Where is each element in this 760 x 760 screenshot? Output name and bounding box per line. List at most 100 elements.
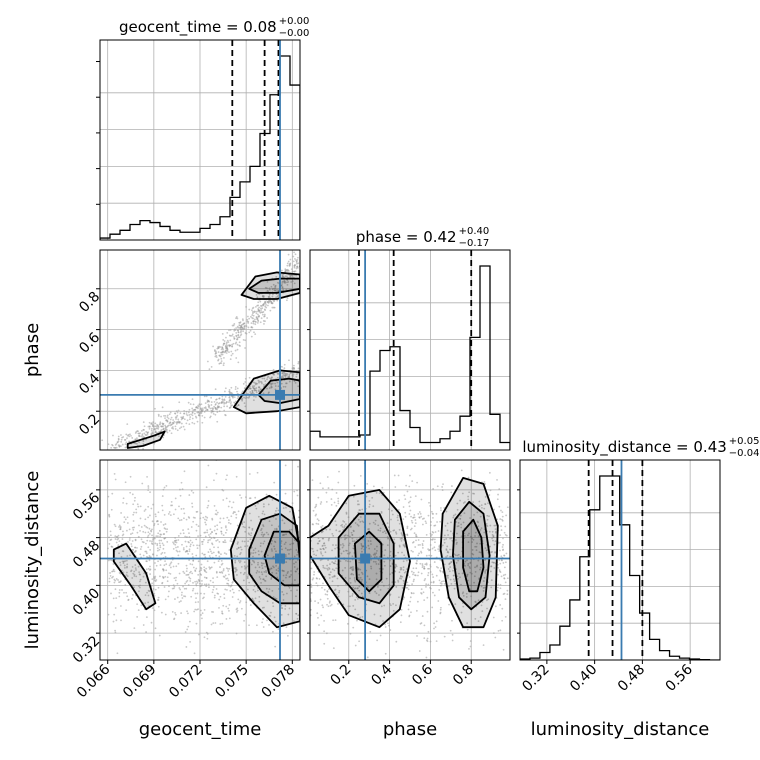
title-main: luminosity_distance = 0.43 (522, 438, 726, 457)
sample-point (213, 405, 216, 408)
sample-point (198, 633, 200, 636)
sample-point (314, 600, 316, 603)
sample-point (405, 568, 408, 571)
sample-point (201, 414, 204, 417)
sample-point (356, 538, 358, 541)
sample-point (304, 269, 306, 271)
sample-point (164, 555, 167, 558)
sample-point (144, 508, 147, 511)
sample-point (258, 576, 261, 578)
sample-point (144, 602, 147, 605)
sample-point (242, 338, 245, 341)
sample-point (167, 572, 170, 575)
sample-point (415, 533, 417, 536)
sample-point (201, 540, 204, 543)
sample-point (404, 498, 407, 501)
sample-point (223, 362, 225, 365)
sample-point (123, 564, 126, 567)
sample-point (213, 561, 216, 564)
sample-point (457, 577, 459, 580)
sample-point (295, 570, 297, 573)
sample-point (276, 299, 279, 302)
sample-point (378, 492, 381, 495)
sample-point (469, 640, 472, 642)
sample-point (252, 549, 255, 552)
sample-point (290, 528, 293, 531)
sample-point (192, 587, 195, 590)
sample-point (398, 545, 401, 548)
sample-point (357, 524, 360, 527)
sample-point (265, 575, 268, 578)
sample-point (274, 388, 277, 391)
sample-point (200, 403, 203, 406)
sample-point (253, 331, 255, 334)
sample-point (123, 521, 126, 524)
sample-point (282, 534, 284, 537)
sample-point (469, 588, 472, 591)
sample-point (229, 585, 232, 588)
sample-point (164, 523, 167, 525)
sample-point (165, 563, 168, 566)
sample-point (361, 545, 364, 548)
sample-point (200, 614, 202, 616)
sample-point (414, 546, 417, 548)
sample-point (352, 626, 355, 629)
sample-point (433, 594, 436, 597)
sample-point (459, 517, 462, 520)
sample-point (237, 329, 240, 332)
sample-point (409, 474, 411, 477)
sample-point (225, 553, 228, 555)
sample-point (468, 491, 471, 494)
sample-point (347, 516, 350, 519)
sample-point (261, 606, 264, 609)
sample-point (219, 521, 221, 524)
sample-point (166, 416, 169, 419)
sample-point (234, 561, 237, 564)
sample-point (398, 522, 401, 525)
sample-point (368, 500, 371, 502)
truth-marker (275, 553, 285, 564)
sample-point (123, 591, 125, 594)
sample-point (357, 500, 359, 502)
sample-point (142, 443, 145, 445)
sample-point (243, 540, 246, 543)
sample-point (443, 541, 446, 544)
sample-point (323, 630, 326, 633)
sample-point (423, 637, 426, 640)
sample-point (320, 614, 323, 617)
sample-point (435, 620, 438, 623)
sample-point (344, 537, 347, 539)
sample-point (359, 520, 362, 523)
sample-point (164, 424, 167, 427)
sample-point (409, 509, 412, 512)
sample-point (424, 563, 427, 566)
title-luminosity_distance: luminosity_distance = 0.43 +0.05−0.04 (522, 436, 759, 459)
sample-point (200, 574, 203, 576)
sample-point (346, 622, 349, 625)
sample-point (462, 605, 465, 608)
sample-point (480, 563, 482, 566)
sample-point (196, 420, 199, 423)
title-plus: +0.05 (729, 436, 760, 447)
sample-point (237, 404, 240, 406)
sample-point (295, 612, 298, 615)
sample-point (500, 525, 503, 528)
sample-point (402, 518, 405, 520)
sample-point (258, 381, 260, 384)
sample-point (429, 532, 432, 535)
sample-point (414, 522, 417, 525)
x-tick-label: 0.48 (615, 662, 648, 695)
sample-point (178, 427, 181, 430)
sample-point (296, 589, 298, 592)
sample-point (258, 553, 260, 556)
sample-point (124, 438, 127, 441)
scatter-panel-geocent_time-phase (100, 250, 306, 450)
contour-line (462, 518, 485, 593)
sample-point (223, 398, 226, 401)
sample-point (384, 626, 387, 628)
sample-point (397, 474, 400, 477)
sample-point (456, 508, 459, 511)
sample-point (225, 336, 227, 339)
sample-point (335, 544, 337, 546)
sample-point (326, 590, 329, 593)
